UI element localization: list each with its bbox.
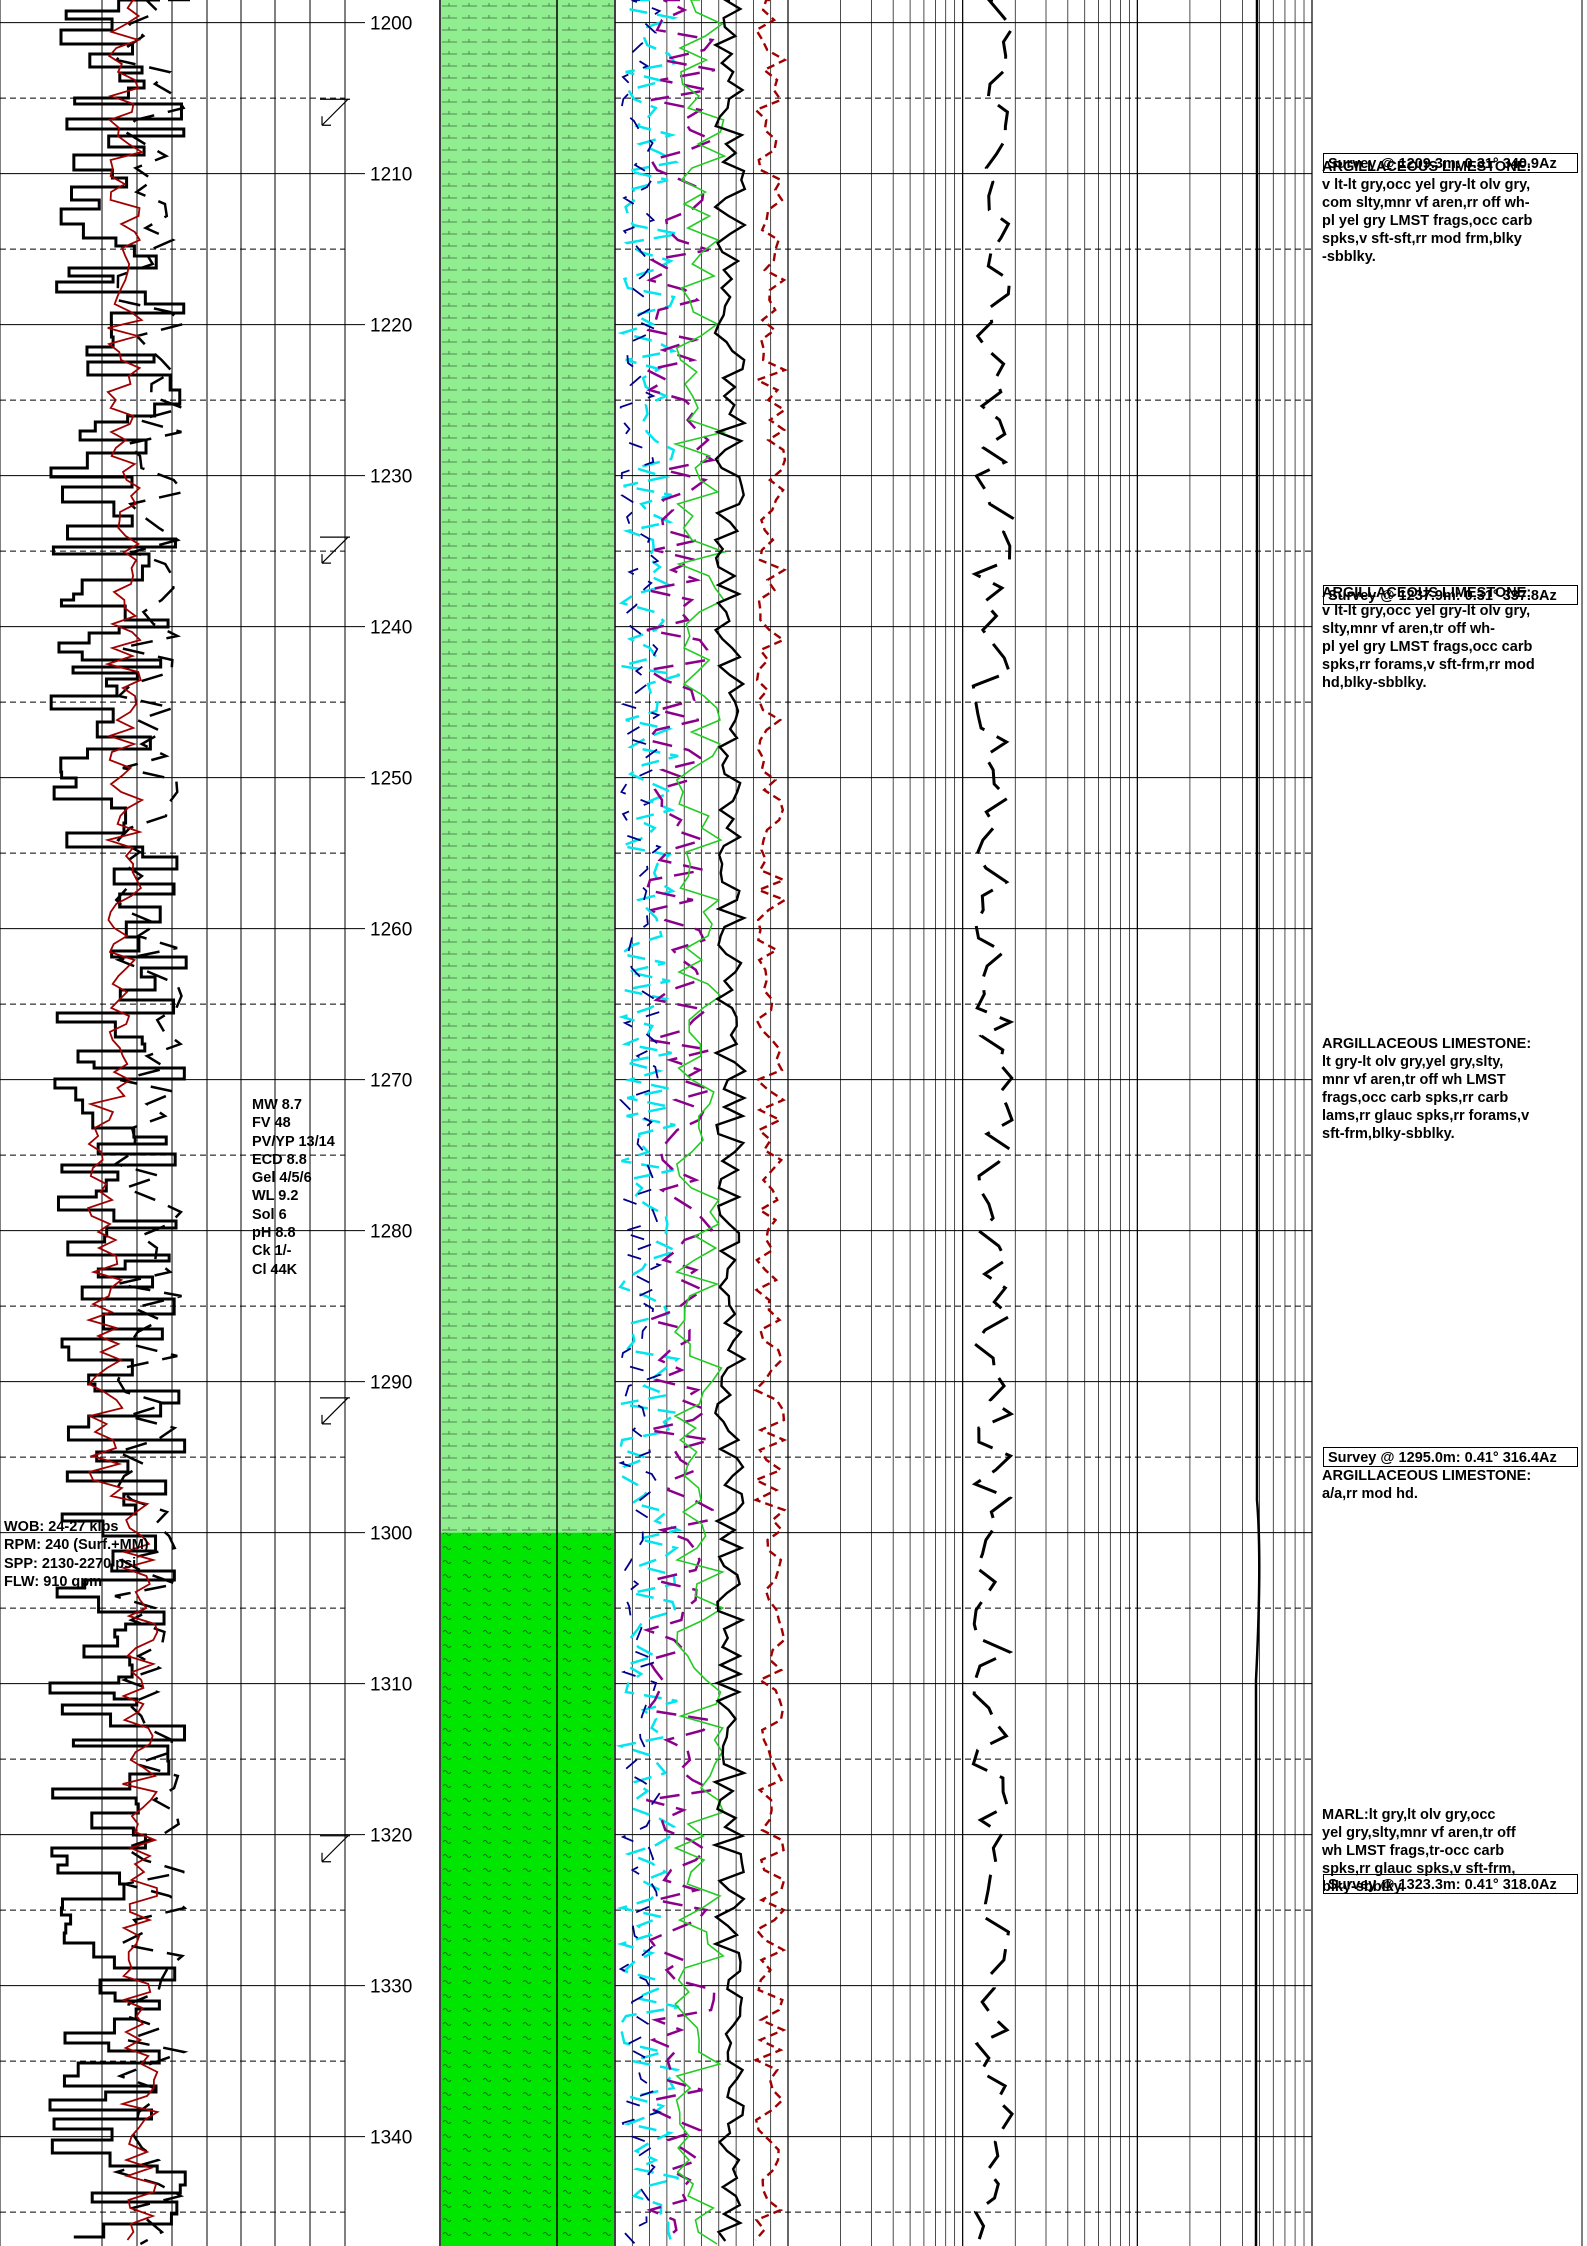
description-line: yel gry,slty,mnr vf aren,tr off — [1322, 1825, 1516, 1841]
depth-label: 1230 — [370, 467, 412, 488]
depth-label: 1290 — [370, 1373, 412, 1394]
bit-change-icon — [320, 1397, 350, 1425]
depth-label: 1300 — [370, 1524, 412, 1545]
mud-property: Sol 6 — [252, 1206, 287, 1223]
lithology-interval-argillaceous-limestone — [441, 0, 614, 1533]
description-line: wh LMST frags,tr-occ carb — [1322, 1843, 1505, 1859]
lithology-interval-marl — [441, 1532, 614, 2246]
survey-label: Survey @ 1237.9m: 0.31° 337.8Az — [1323, 584, 1578, 605]
gas-c1-curve — [615, 0, 683, 2242]
lithology-description: MARL:lt gry,lt olv gry,occ yel gry,slty,m… — [1322, 1806, 1572, 1896]
survey-label: Survey @ 1209.3m: 0.31° 340.9Az — [1323, 153, 1578, 174]
lithology-description: ARGILLACEOUS LIMESTONE: v lt-lt gry,occ y… — [1322, 158, 1572, 266]
lithology-description: ARGILLACEOUS LIMESTONE: lt gry-lt olv gry… — [1322, 1035, 1572, 1143]
depth-label: 1210 — [370, 165, 412, 186]
description-line: spks,v sft-sft,rr mod frm,blky — [1322, 231, 1522, 247]
description-line: mnr vf aren,tr off wh LMST — [1322, 1072, 1506, 1088]
mud-property: WL 9.2 — [252, 1188, 299, 1205]
rop-curve — [48, 0, 188, 2239]
lithology-description: ARGILLACEOUS LIMESTONE: v lt-lt gry,occ y… — [1322, 584, 1572, 692]
mud-property: Cl 44K — [252, 1261, 298, 1278]
drilling-parameter: FLW: 910 gpm — [4, 1573, 103, 1590]
description-line: frags,occ carb spks,rr carb — [1322, 1090, 1509, 1106]
secondary-curve — [112, 0, 190, 2246]
log-track-curve — [971, 0, 1015, 2241]
lithology-description: ARGILLACEOUS LIMESTONE: a/a,rr mod hd. — [1322, 1467, 1572, 1503]
depth-label: 1320 — [370, 1826, 412, 1847]
depth-label: 1250 — [370, 769, 412, 790]
depth-label: 1270 — [370, 1071, 412, 1092]
depth-label: 1200 — [370, 14, 412, 35]
gamma-ray-curve — [85, 0, 160, 2241]
mud-property: MW 8.7 — [252, 1097, 302, 1113]
description-heading: ARGILLACEOUS LIMESTONE: — [1322, 1468, 1532, 1484]
drilling-parameter: WOB: 24-27 klbs — [4, 1519, 119, 1535]
survey-label: Survey @ 1295.0m: 0.41° 316.4Az — [1323, 1447, 1578, 1468]
description-heading: ARGILLACEOUS LIMESTONE: — [1322, 1036, 1532, 1052]
description-line: -sbblky. — [1322, 249, 1376, 265]
description-line: slty,mnr vf aren,tr off wh- — [1322, 621, 1495, 637]
description-line: spks,rr forams,v sft-frm,rr mod — [1322, 657, 1535, 673]
description-line: spks,rr glauc spks,v sft-frm, — [1322, 1861, 1516, 1877]
total-gas-curve — [711, 0, 748, 2242]
mud-property: Gel 4/5/6 — [252, 1170, 312, 1187]
depth-label: 1310 — [370, 1675, 412, 1696]
depth-label: 1240 — [370, 618, 412, 639]
mud-property: ECD 8.8 — [252, 1151, 307, 1168]
description-line: lams,rr glauc spks,rr forams,v — [1322, 1108, 1530, 1124]
description-line: sft-frm,blky-sbblky. — [1322, 1126, 1455, 1142]
description-line: pl yel gry LMST frags,occ carb — [1322, 639, 1533, 655]
description-line: hd,blky-sbblky. — [1322, 675, 1427, 691]
bit-change-icon — [320, 536, 350, 564]
depth-label: 1330 — [370, 1977, 412, 1998]
drilling-parameters: WOB: 24-27 klbs RPM: 240 (Surf.+MM) SPP: 2… — [4, 1518, 149, 1591]
gas-red-curve — [752, 0, 788, 2241]
mud-property: FV 48 — [252, 1115, 291, 1132]
bit-change-icon — [320, 1835, 350, 1863]
depth-label: 1340 — [370, 2128, 412, 2149]
mud-properties: MW 8.7 FV 48 PV/YP 13/14 ECD 8.8 Gel 4/5/6 WL… — [252, 1096, 335, 1279]
description-line: a/a,rr mod hd. — [1322, 1486, 1418, 1502]
depth-label: 1280 — [370, 1222, 412, 1243]
depth-label: 1220 — [370, 316, 412, 337]
description-line: com slty,mnr vf aren,rr off wh- — [1322, 195, 1530, 211]
description-line: v lt-lt gry,occ yel gry-lt olv gry, — [1322, 603, 1531, 619]
mud-property: PV/YP 13/14 — [252, 1133, 335, 1150]
description-heading: ARGILLACEOUS LIMESTONE: — [1322, 585, 1532, 601]
drilling-parameter: SPP: 2130-2270 psi — [4, 1555, 137, 1572]
gas-c4-curve — [672, 0, 727, 2245]
description-line: lt gry-lt olv gry,yel gry,slty, — [1322, 1054, 1504, 1070]
description-line: pl yel gry LMST frags,occ carb — [1322, 213, 1533, 229]
mud-property: pH 8.8 — [252, 1225, 296, 1242]
drilling-parameter: RPM: 240 (Surf.+MM) — [4, 1537, 149, 1554]
description-line: MARL:lt gry,lt olv gry,occ — [1322, 1807, 1496, 1823]
depth-label: 1260 — [370, 920, 412, 941]
bit-change-icon — [320, 98, 350, 126]
description-heading: ARGILLACEOUS LIMESTONE: — [1322, 159, 1532, 175]
mud-property: Ck 1/- — [252, 1243, 292, 1260]
description-line: v lt-lt gry,occ yel gry-lt olv gry, — [1322, 177, 1531, 193]
gas-c3-curve — [618, 0, 663, 2245]
survey-label: Survey @ 1323.3m: 0.41° 318.0Az — [1323, 1874, 1578, 1895]
description-line: blky-sbblky. — [1322, 1879, 1405, 1895]
trend-line — [1254, 0, 1261, 2246]
gas-c2-curve — [642, 0, 717, 2241]
